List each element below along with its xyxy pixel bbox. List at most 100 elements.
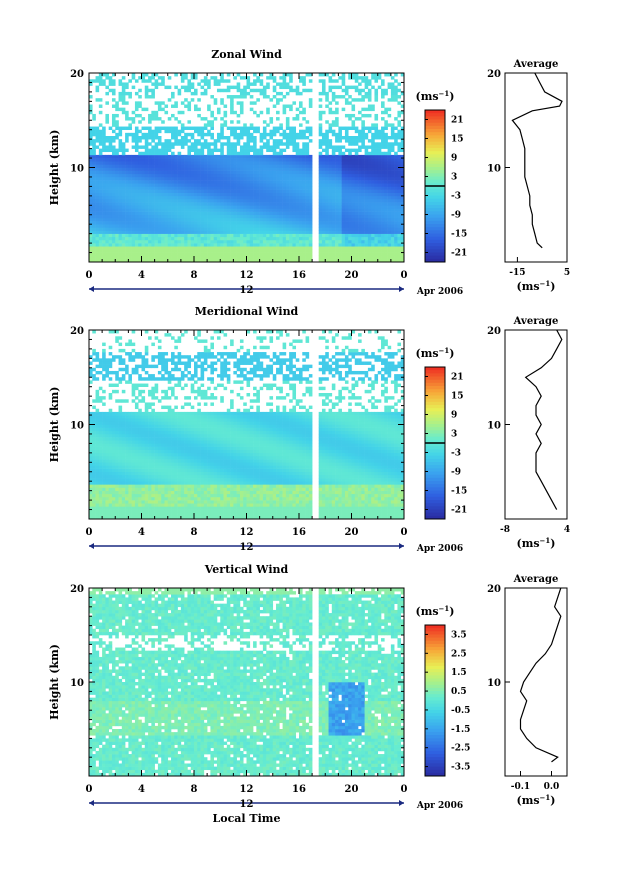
- heatmap-cell: [302, 211, 306, 216]
- heatmap-cell: [157, 195, 162, 200]
- heatmap-cell: [177, 183, 182, 187]
- heatmap-cell: [328, 158, 333, 162]
- heatmap-cell: [207, 151, 211, 156]
- heatmap-cell: [331, 208, 336, 212]
- heatmap-cell: [223, 120, 228, 124]
- heatmap-cell: [377, 239, 382, 244]
- heatmap-cell: [354, 224, 359, 228]
- heatmap-cell: [141, 107, 146, 112]
- heatmap-cell: [95, 503, 100, 507]
- heatmap-cell: [197, 249, 201, 253]
- heatmap-cell: [318, 173, 323, 178]
- heatmap-cell: [125, 173, 129, 178]
- heatmap-cell: [102, 161, 106, 165]
- heatmap-cell: [364, 82, 369, 86]
- heatmap-cell: [92, 236, 96, 241]
- heatmap-cell: [282, 214, 287, 219]
- heatmap-cell: [144, 243, 149, 247]
- heatmap-cell: [197, 186, 201, 190]
- heatmap-cell: [289, 173, 293, 178]
- heatmap-cell: [95, 389, 100, 394]
- heatmap-cell: [203, 139, 208, 143]
- heatmap-cell: [328, 101, 333, 105]
- heatmap-cell: [335, 161, 339, 165]
- heatmap-cell: [115, 418, 119, 422]
- heatmap-cell: [341, 161, 346, 165]
- heatmap-cell: [289, 249, 293, 253]
- heatmap-cell: [141, 73, 146, 77]
- heatmap-cell: [292, 117, 297, 121]
- heatmap-cell: [171, 227, 175, 231]
- heatmap-cell: [305, 246, 310, 250]
- heatmap-cell: [364, 158, 369, 162]
- heatmap-cell: [171, 224, 175, 228]
- heatmap-cell: [394, 170, 398, 175]
- heatmap-cell: [167, 224, 172, 228]
- heatmap-cell: [361, 176, 365, 181]
- heatmap-cell: [197, 154, 201, 159]
- heatmap-cell: [249, 199, 254, 203]
- heatmap-cell: [285, 211, 290, 216]
- heatmap-cell: [321, 189, 326, 193]
- heatmap-cell: [171, 158, 175, 162]
- heatmap-cell: [102, 249, 106, 253]
- heatmap-cell: [203, 230, 208, 234]
- heatmap-cell: [299, 252, 303, 256]
- heatmap-cell: [128, 224, 132, 228]
- heatmap-cell: [144, 186, 149, 190]
- heatmap-cell: [190, 126, 195, 130]
- heatmap-cell: [400, 173, 405, 178]
- heatmap-cell: [364, 154, 369, 159]
- heatmap-cell: [285, 132, 290, 137]
- heatmap-cell: [259, 205, 264, 209]
- heatmap-cell: [239, 208, 244, 212]
- heatmap-cell: [105, 478, 109, 482]
- heatmap-cell: [377, 236, 382, 241]
- heatmap-cell: [161, 227, 165, 231]
- heatmap-cell: [253, 176, 257, 181]
- heatmap-cell: [243, 85, 247, 90]
- heatmap-cell: [111, 487, 116, 491]
- heatmap-cell: [98, 443, 103, 447]
- heatmap-cell: [289, 192, 293, 197]
- heatmap-cell: [115, 443, 119, 447]
- heatmap-cell: [289, 189, 293, 193]
- heatmap-cell: [394, 258, 398, 263]
- heatmap-cell: [220, 195, 224, 200]
- heatmap-cell: [344, 195, 349, 200]
- heatmap-cell: [259, 110, 264, 115]
- heatmap-cell: [164, 249, 169, 253]
- heatmap-cell: [92, 459, 96, 463]
- heatmap-cell: [174, 249, 178, 253]
- heatmap-cell: [197, 189, 201, 193]
- heatmap-cell: [282, 258, 287, 263]
- heatmap-cell: [381, 164, 385, 168]
- heatmap-cell: [351, 211, 356, 216]
- heatmap-cell: [262, 208, 267, 212]
- heatmap-cell: [272, 148, 277, 153]
- heatmap-cell: [134, 249, 139, 253]
- heatmap-cell: [144, 192, 149, 197]
- heatmap-cell: [105, 255, 109, 260]
- heatmap-cell: [295, 136, 300, 140]
- heatmap-cell: [190, 258, 195, 263]
- heatmap-cell: [184, 104, 188, 108]
- heatmap-cell: [394, 224, 398, 228]
- heatmap-cell: [131, 195, 136, 200]
- heatmap-cell: [98, 449, 103, 454]
- heatmap-cell: [374, 132, 379, 137]
- heatmap-cell: [115, 211, 119, 216]
- heatmap-cell: [381, 82, 385, 86]
- heatmap-cell: [115, 239, 119, 244]
- heatmap-cell: [377, 170, 382, 175]
- heatmap-cell: [374, 170, 379, 175]
- heatmap-cell: [111, 484, 116, 488]
- heatmap-cell: [131, 233, 136, 238]
- heatmap-cell: [266, 123, 270, 127]
- heatmap-cell: [144, 214, 149, 219]
- heatmap-cell: [144, 73, 149, 77]
- heatmap-cell: [128, 195, 132, 200]
- heatmap-cell: [128, 221, 132, 225]
- heatmap-cell: [89, 189, 93, 193]
- heatmap-cell: [213, 173, 218, 178]
